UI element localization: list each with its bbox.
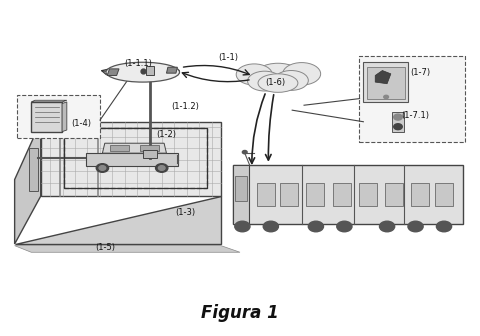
Circle shape [308, 221, 324, 232]
Text: (1-1): (1-1) [218, 53, 238, 62]
Bar [140, 145, 159, 152]
Bar [333, 183, 350, 206]
Bar [64, 128, 207, 188]
Polygon shape [167, 67, 178, 73]
Bar [306, 183, 324, 206]
Polygon shape [375, 71, 391, 84]
Circle shape [263, 221, 278, 232]
Bar [235, 176, 247, 201]
Ellipse shape [258, 74, 298, 92]
Text: (1-7.1): (1-7.1) [402, 111, 430, 120]
Ellipse shape [248, 71, 282, 91]
Polygon shape [233, 165, 463, 224]
Polygon shape [107, 69, 119, 76]
Circle shape [235, 221, 250, 232]
Bar [146, 66, 154, 76]
Circle shape [380, 221, 395, 232]
Ellipse shape [253, 63, 302, 91]
Circle shape [408, 221, 423, 232]
Circle shape [384, 95, 388, 98]
Circle shape [436, 221, 452, 232]
Bar [109, 145, 129, 152]
Bar [359, 56, 466, 141]
Bar [363, 62, 408, 102]
Polygon shape [31, 100, 67, 102]
Polygon shape [14, 246, 240, 252]
Polygon shape [233, 165, 250, 224]
Circle shape [242, 151, 247, 154]
Polygon shape [143, 150, 157, 158]
Polygon shape [41, 122, 221, 196]
Bar [411, 183, 429, 206]
Text: (1-4): (1-4) [71, 119, 91, 128]
Circle shape [394, 114, 402, 120]
Bar [257, 183, 275, 206]
Text: (1-3): (1-3) [175, 208, 195, 217]
Text: (1-2): (1-2) [156, 130, 177, 139]
Bar [384, 183, 403, 206]
Bar [392, 112, 404, 132]
Polygon shape [62, 102, 67, 132]
Circle shape [156, 164, 168, 172]
Text: (1-7): (1-7) [410, 68, 431, 77]
Polygon shape [14, 122, 41, 244]
Text: (1-5): (1-5) [95, 243, 115, 252]
Text: (1-1.2): (1-1.2) [171, 102, 199, 111]
Text: (1-1.1): (1-1.1) [124, 59, 152, 69]
Bar [280, 183, 299, 206]
Circle shape [394, 124, 402, 130]
Bar [359, 183, 377, 206]
Circle shape [99, 166, 106, 170]
Circle shape [337, 221, 352, 232]
Ellipse shape [274, 71, 308, 90]
Polygon shape [29, 148, 38, 191]
Bar [367, 67, 405, 98]
Text: (1-6): (1-6) [265, 78, 286, 87]
Circle shape [158, 166, 165, 170]
Ellipse shape [106, 62, 180, 82]
Bar [31, 102, 62, 132]
Polygon shape [102, 143, 167, 153]
Text: Figura 1: Figura 1 [201, 304, 279, 323]
Bar [434, 183, 453, 206]
Bar [17, 95, 100, 138]
Ellipse shape [236, 64, 272, 85]
Polygon shape [14, 196, 221, 244]
Ellipse shape [283, 62, 321, 85]
Polygon shape [86, 153, 179, 166]
Circle shape [96, 164, 108, 172]
